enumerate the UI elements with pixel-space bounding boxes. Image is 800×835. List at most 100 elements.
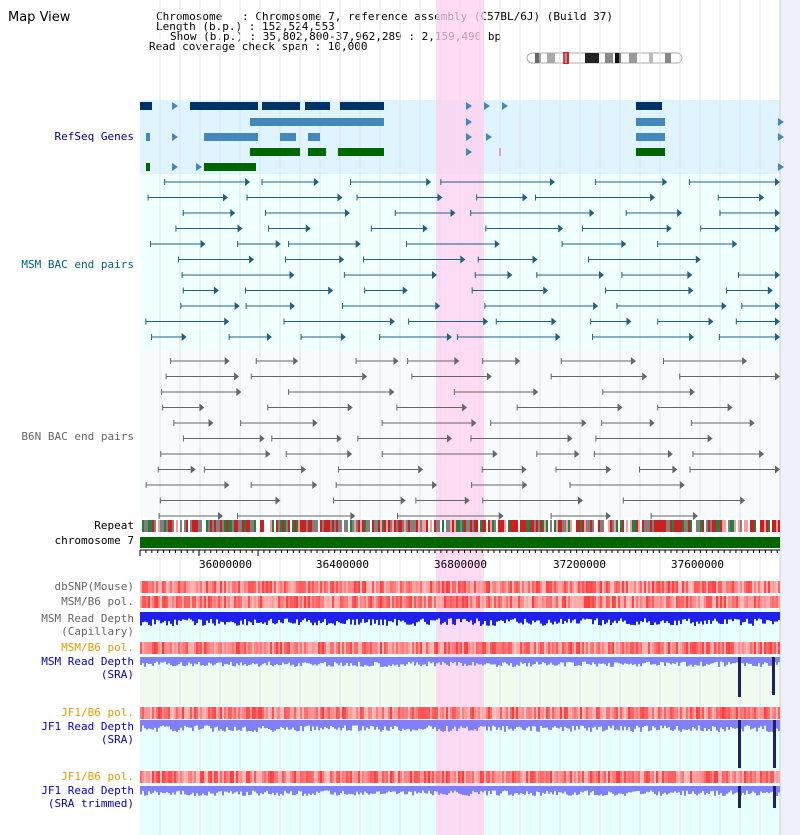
jf1-depth-sra-bar: [180, 720, 182, 728]
msm-bac-pair-arrow: [532, 255, 538, 264]
jf1-depth-sra-bar: [698, 720, 700, 726]
msm-depth-sra-bar: [346, 657, 348, 663]
jf1-depth-sra-bar: [648, 720, 650, 732]
track-label-msm-bac[interactable]: MSM BAC end pairs: [21, 258, 134, 271]
jf1-b6-pol2-cell: [314, 771, 316, 783]
repeat-cell: [406, 520, 408, 532]
msm-b6-pol-sra-cell: [650, 642, 652, 654]
track-label-refseq[interactable]: RefSeq Genes: [54, 130, 134, 143]
repeat-cell: [192, 520, 194, 532]
repeat-cell: [726, 520, 728, 532]
jf1-b6-pol2-cell: [514, 771, 516, 783]
msm-b6-pol-cell: [380, 596, 382, 608]
jf1-b6-pol2-cell: [336, 771, 338, 783]
jf1-depth-trim-bar: [282, 786, 284, 796]
msm-b6-pol-sra-cell: [332, 642, 334, 654]
repeat-cell: [376, 520, 378, 532]
track-label-chromosome[interactable]: chromosome 7: [54, 534, 134, 547]
msm-depth-cap-bar: [544, 612, 546, 626]
msm-b6-pol-cell: [546, 596, 548, 608]
msm-depth-sra-bar: [226, 657, 228, 665]
track-label-msm-b6-pol-sra[interactable]: MSM/B6 pol.: [61, 641, 134, 654]
chromosome-ideogram[interactable]: [525, 52, 685, 64]
jf1-b6-pol-cell: [526, 707, 528, 719]
dbsnp-cell: [312, 581, 314, 593]
jf1-b6-pol-cell: [694, 707, 696, 719]
dbsnp-cell: [712, 581, 714, 593]
jf1-depth-sra-bar: [214, 720, 216, 728]
track-label-jf1-depth-sra[interactable]: JF1 Read Depth: [41, 720, 134, 733]
msm-depth-sra-bar: [728, 657, 730, 662]
track-label-msm-depth-sra[interactable]: MSM Read Depth: [41, 655, 134, 668]
jf1-depth-sra-bar: [284, 720, 286, 730]
dbsnp-cell: [660, 581, 662, 593]
track-label-jf1-b6-pol[interactable]: JF1/B6 pol.: [61, 706, 134, 719]
jf1-depth-trim-bar: [476, 786, 478, 793]
msm-depth-sra-bar: [458, 657, 460, 663]
msm-b6-pol-cell: [760, 596, 762, 608]
jf1-depth-trim-bar: [350, 786, 352, 795]
msm-depth-cap-bar: [626, 612, 628, 624]
jf1-b6-pol2-cell: [376, 771, 378, 783]
msm-b6-pol-cell: [526, 596, 528, 608]
track-label-b6n-bac[interactable]: B6N BAC end pairs: [21, 430, 134, 443]
jf1-depth-sra-bar: [538, 720, 540, 732]
jf1-depth-trim-bar: [284, 786, 286, 791]
jf1-depth-trim-bar: [408, 786, 410, 792]
msm-depth-sra-bar: [400, 657, 402, 665]
repeat-cell: [288, 520, 290, 532]
jf1-b6-pol-cell: [192, 707, 194, 719]
jf1-depth-sra-bar: [372, 720, 374, 727]
jf1-depth-sra-bar: [426, 720, 428, 728]
track-label-dbsnp[interactable]: dbSNP(Mouse): [54, 580, 134, 593]
b6n-bac-pair-arrow: [689, 388, 695, 396]
jf1-depth-trim-bar: [390, 786, 392, 793]
jf1-b6-pol2-cell: [606, 771, 608, 783]
b6n-bac-pair-arrow: [692, 512, 698, 520]
msm-depth-cap-bar: [758, 612, 760, 619]
msm-b6-pol-cell: [562, 596, 564, 608]
msm-depth-sra-bar: [770, 657, 772, 666]
track-label-jf1-b6-pol-2[interactable]: JF1/B6 pol.: [61, 770, 134, 783]
msm-depth-cap-bar: [746, 612, 748, 619]
dbsnp-cell: [372, 581, 374, 593]
msm-b6-pol-cell: [690, 596, 692, 608]
msm-depth-cap-bar: [492, 612, 494, 626]
jf1-depth-sra-bar: [504, 720, 506, 732]
msm-b6-pol-sra-cell: [500, 642, 502, 654]
track-label-jf1-depth-trimmed[interactable]: JF1 Read Depth: [41, 784, 134, 797]
repeat-cell: [294, 520, 296, 532]
msm-b6-pol-sra-cell: [688, 642, 690, 654]
jf1-b6-pol-cell: [450, 707, 452, 719]
msm-depth-cap-bar: [346, 612, 348, 621]
msm-depth-sra-bar: [324, 657, 326, 662]
msm-bac-pair-arrow: [551, 317, 557, 326]
msm-bac-pair-arrow: [340, 333, 346, 341]
msm-b6-pol-cell: [684, 596, 686, 608]
msm-b6-pol-cell: [602, 596, 604, 608]
msm-depth-cap-bar: [578, 612, 580, 624]
repeat-cell: [708, 520, 710, 532]
track-label-msm-depth-capillary[interactable]: MSM Read Depth: [41, 612, 134, 625]
jf1-b6-pol2-cell: [370, 771, 372, 783]
dbsnp-cell: [142, 581, 144, 593]
jf1-depth-sra-bar: [668, 720, 670, 727]
msm-bac-pair-arrow: [721, 302, 727, 310]
msm-b6-pol-sra-cell: [352, 642, 354, 654]
msm-bac-pair-arrow: [339, 255, 345, 264]
msm-depth-cap-bar: [474, 612, 476, 624]
jf1-depth-sra-bar: [446, 720, 448, 727]
track-label-repeat[interactable]: Repeat: [94, 519, 134, 532]
msm-depth-cap-bar: [468, 612, 470, 623]
jf1-depth-sra-bar: [628, 720, 630, 728]
msm-b6-pol-cell: [470, 596, 472, 608]
jf1-b6-pol-cell: [332, 707, 334, 719]
msm-depth-cap-bar: [150, 612, 152, 626]
jf1-b6-pol-cell: [542, 707, 544, 719]
jf1-b6-pol2-cell: [152, 771, 154, 783]
gene-arrow: [172, 102, 178, 110]
jf1-b6-pol-cell: [214, 707, 216, 719]
track-label-msm-b6-pol[interactable]: MSM/B6 pol.: [61, 595, 134, 608]
msm-depth-sra-bar: [606, 657, 608, 666]
